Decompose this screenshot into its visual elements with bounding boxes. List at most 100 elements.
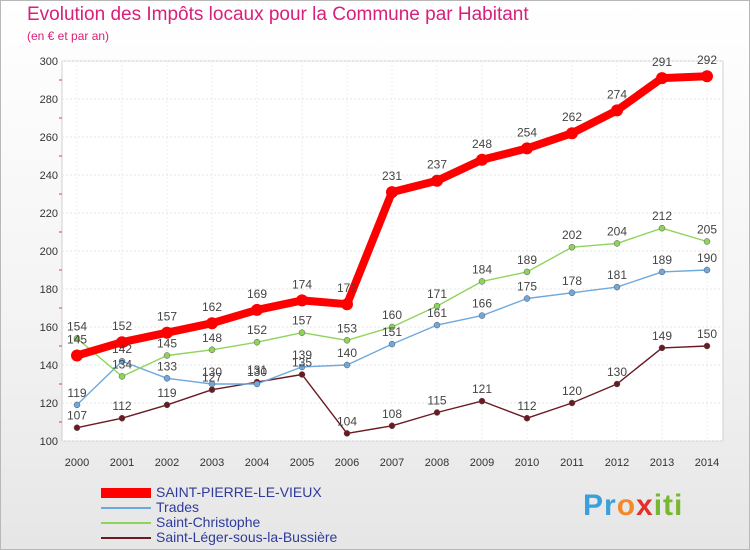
data-point [701, 70, 713, 83]
legend-swatch [101, 507, 151, 509]
line-chart: 100 120 140 160 180 200 220 240 260 280 300 2000 200… [40, 53, 724, 469]
y-tick-label: 140 [40, 360, 58, 372]
data-label: 131 [247, 363, 267, 377]
data-point [163, 375, 171, 382]
data-point [521, 142, 533, 155]
data-label: 291 [652, 55, 672, 69]
data-label: 135 [292, 356, 312, 370]
data-label: 181 [607, 268, 627, 282]
data-point [656, 72, 668, 85]
data-label: 153 [337, 321, 357, 335]
data-label: 202 [562, 228, 582, 242]
data-point [611, 104, 623, 117]
data-point [433, 409, 441, 416]
proxiti-logo: Proxiti [583, 489, 684, 522]
y-tick-label: 100 [40, 436, 58, 448]
data-label: 189 [652, 253, 672, 267]
data-label: 248 [472, 137, 492, 151]
data-point [118, 357, 126, 365]
data-point [476, 153, 488, 166]
data-point [208, 380, 216, 388]
x-tick-label: 2006 [335, 457, 359, 469]
x-tick-label: 2000 [65, 457, 89, 469]
data-point [208, 346, 216, 354]
data-label: 130 [202, 365, 222, 379]
data-point [118, 414, 126, 422]
data-point [298, 371, 306, 378]
data-label: 151 [382, 325, 402, 339]
data-label: 145 [67, 333, 87, 347]
data-label: 204 [607, 224, 627, 238]
x-tick-label: 2004 [245, 457, 269, 469]
data-point [613, 283, 621, 291]
data-point [116, 336, 128, 349]
data-point [566, 127, 578, 140]
data-label: 133 [157, 359, 177, 373]
data-point [658, 224, 666, 232]
chart-subtitle: (en € et par an) [27, 29, 110, 43]
x-tick-label: 2003 [200, 457, 224, 469]
data-point [163, 352, 171, 359]
data-point [568, 289, 576, 297]
data-label: 212 [652, 209, 672, 223]
data-label: 205 [697, 223, 717, 237]
data-point [73, 401, 81, 409]
data-point [568, 243, 576, 251]
data-label: 104 [337, 414, 357, 428]
data-label: 162 [202, 300, 222, 314]
data-label: 166 [472, 297, 492, 311]
data-point [613, 380, 621, 388]
data-point [568, 399, 576, 407]
data-label: 231 [382, 169, 402, 183]
data-label: 237 [427, 158, 447, 172]
data-label: 262 [562, 110, 582, 124]
data-point [658, 268, 666, 276]
data-point [251, 303, 263, 316]
data-label: 274 [607, 87, 627, 101]
legend-label: Saint-Christophe [156, 514, 261, 530]
data-label: 161 [427, 306, 447, 320]
data-label: 254 [517, 125, 537, 139]
y-tick-label: 280 [40, 94, 58, 106]
data-label: 189 [517, 253, 537, 267]
data-point [388, 340, 396, 348]
y-tick-label: 160 [40, 322, 58, 334]
y-tick-label: 240 [40, 170, 58, 182]
data-label: 107 [67, 409, 87, 423]
y-tick-label: 220 [40, 208, 58, 220]
data-point [478, 278, 486, 285]
legend-label: SAINT-PIERRE-LE-VIEUX [156, 484, 322, 500]
data-point [253, 380, 261, 388]
x-tick-label: 2011 [560, 457, 584, 469]
data-label: 152 [247, 323, 267, 337]
x-tick-label: 2005 [290, 457, 314, 469]
y-tick-label: 260 [40, 132, 58, 144]
data-point [523, 268, 531, 276]
data-label: 119 [157, 386, 176, 400]
data-label: 148 [202, 331, 222, 345]
x-tick-label: 2013 [650, 457, 674, 469]
data-label: 190 [697, 251, 717, 265]
data-point [478, 397, 486, 405]
data-label: 172 [337, 281, 357, 295]
data-point [433, 321, 441, 329]
data-label: 160 [382, 308, 402, 322]
data-point [163, 401, 171, 409]
data-label: 292 [697, 53, 717, 67]
data-point [73, 335, 81, 342]
data-label: 119 [67, 386, 86, 400]
data-label: 174 [292, 277, 312, 291]
data-point [703, 266, 711, 274]
data-point [343, 337, 351, 344]
data-point [298, 329, 306, 336]
data-label: 142 [112, 342, 132, 356]
data-point [298, 363, 306, 371]
data-point [433, 302, 441, 310]
x-tick-label: 2001 [110, 457, 134, 469]
legend-swatch [101, 488, 151, 498]
x-tick-label: 2008 [425, 457, 449, 469]
data-label: 108 [382, 407, 402, 421]
data-point [253, 338, 261, 346]
data-label: 157 [157, 310, 177, 324]
